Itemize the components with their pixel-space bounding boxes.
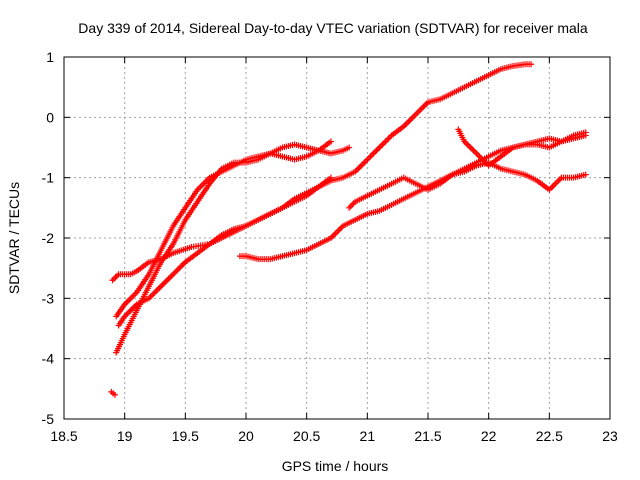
x-tick-label: 18.5 [50, 428, 77, 444]
y-tick-label: 1 [46, 49, 54, 65]
y-tick-label: -5 [42, 411, 55, 427]
series-track-g [346, 159, 589, 211]
x-tick-label: 21.5 [414, 428, 441, 444]
y-tick-label: -1 [42, 170, 55, 186]
grid-lines [64, 57, 610, 419]
x-tick-label: 20.5 [293, 428, 320, 444]
series-track-c [113, 141, 353, 356]
data-series [108, 61, 589, 398]
x-tick-label: 22 [481, 428, 497, 444]
x-axis-label: GPS time / hours [282, 458, 389, 474]
series-track-b [109, 174, 334, 284]
data-point [111, 391, 118, 398]
x-tick-label: 19.5 [172, 428, 199, 444]
chart-title: Day 339 of 2014, Sidereal Day-to-day VTE… [78, 20, 588, 36]
y-tick-label: 0 [46, 109, 54, 125]
x-tick-label: 22.5 [536, 428, 563, 444]
data-point [528, 61, 535, 68]
y-axis-label: SDTVAR / TECUs [6, 182, 22, 294]
x-tick-label: 19 [117, 428, 133, 444]
y-tick-label: -2 [42, 230, 55, 246]
data-point [582, 129, 589, 136]
y-tick-label: -3 [42, 290, 55, 306]
x-axis-ticks: 18.5 19 19.5 20 20.5 21 21.5 22 22.5 23 [50, 57, 618, 444]
series-track-h [455, 126, 589, 169]
series-track-e [115, 61, 535, 329]
series-track-d [113, 138, 334, 320]
y-axis-ticks: -5 -4 -3 -2 -1 0 1 [42, 49, 610, 427]
y-tick-label: -4 [42, 351, 55, 367]
x-tick-label: 23 [602, 428, 618, 444]
data-point [327, 138, 334, 145]
plot-frame [63, 56, 611, 420]
x-tick-label: 21 [360, 428, 376, 444]
data-point [582, 171, 589, 178]
data-point [346, 144, 353, 151]
x-tick-label: 20 [238, 428, 254, 444]
series-track-a [108, 388, 118, 398]
series-track-f [236, 132, 589, 263]
